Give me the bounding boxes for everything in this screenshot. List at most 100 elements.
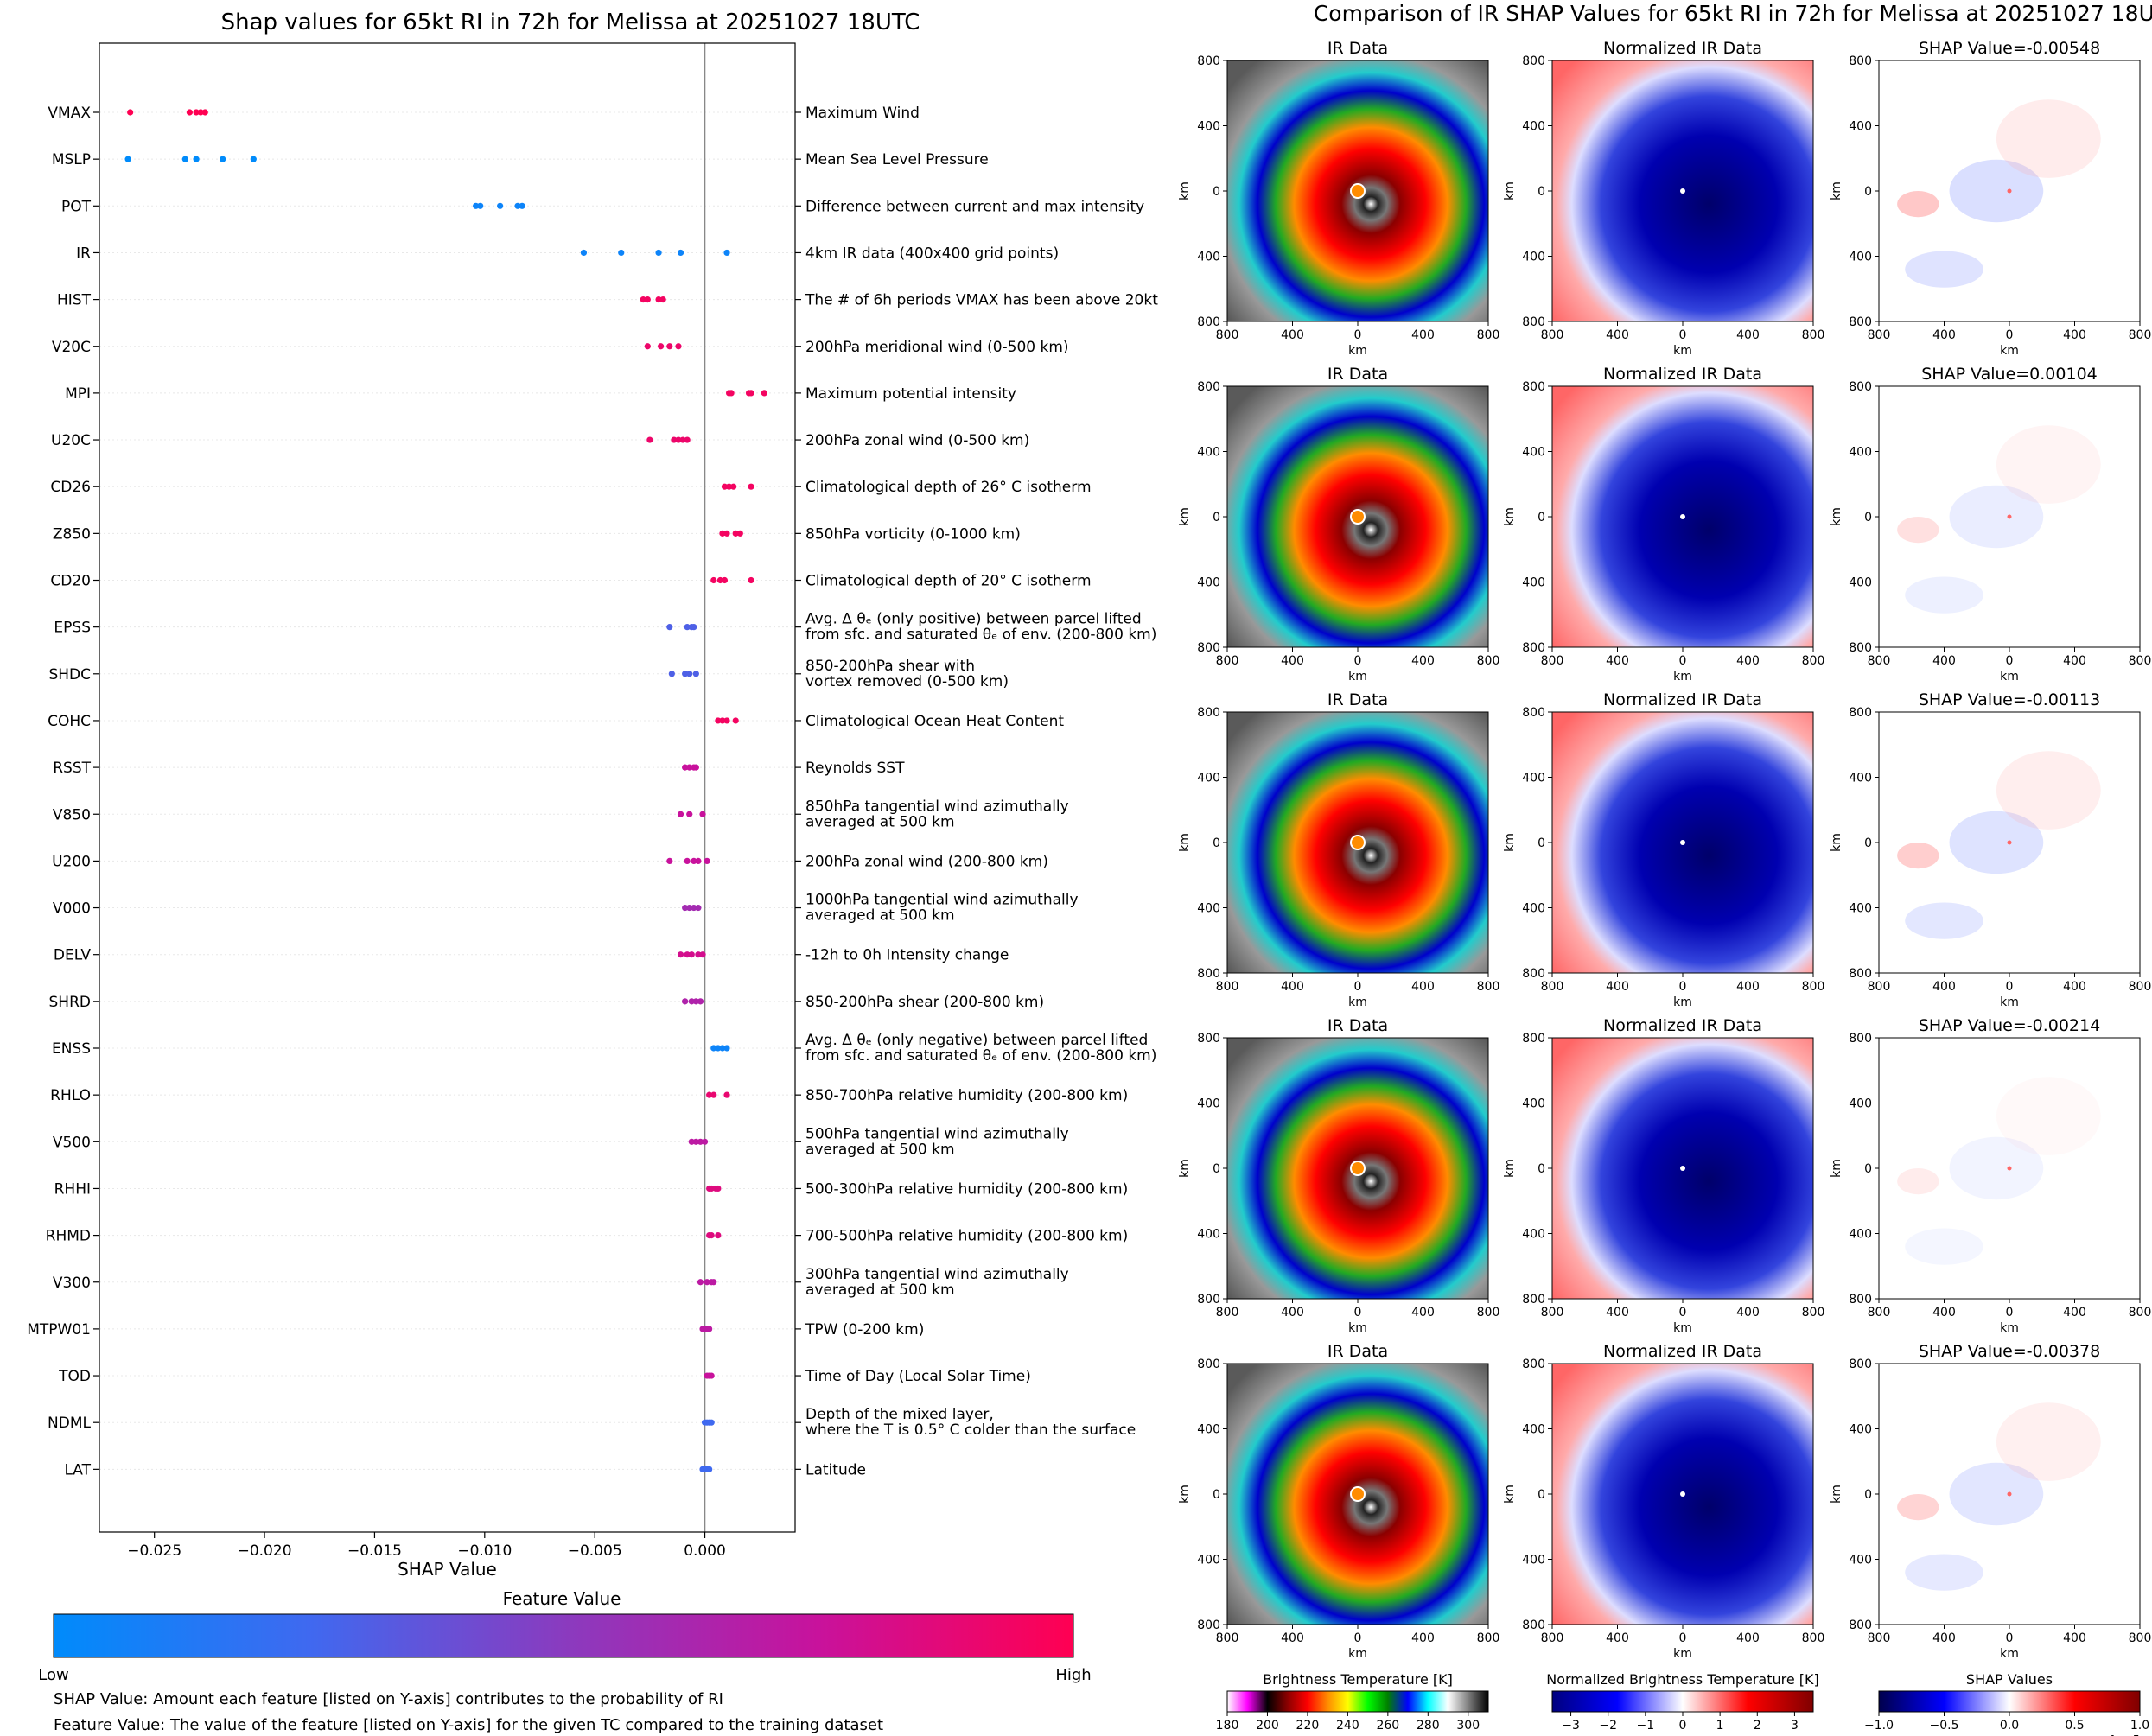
shap-point: [686, 811, 693, 817]
feature-description-label: 300hPa tangential wind azimuthally: [805, 1266, 1069, 1283]
y-tick-label: 400: [1849, 446, 1872, 460]
feature-code-label: RHHI: [54, 1180, 91, 1198]
shap-map-panel: SHAP Value=-0.00113800800400400004004008…: [1830, 690, 2151, 1009]
shap-point: [514, 202, 521, 209]
x-tick-label: 0: [2006, 328, 2014, 342]
shap-point: [695, 857, 702, 865]
feature-description-label: Avg. Δ θₑ (only positive) between parcel…: [805, 611, 1142, 628]
feature-description-label: 500hPa tangential wind azimuthally: [805, 1125, 1069, 1142]
shap-point: [677, 951, 684, 958]
x-tick-label: 400: [1281, 1631, 1304, 1645]
y-tick-label: 400: [1522, 1554, 1545, 1567]
shap-point: [677, 811, 684, 817]
y-tick-label: 400: [1197, 902, 1220, 916]
shap-blob-negative: [1949, 811, 2044, 874]
y-tick-label: 400: [1522, 1423, 1545, 1437]
shap-point: [220, 156, 226, 162]
x-axis-label: km: [1673, 344, 1692, 358]
shap-point: [723, 530, 730, 537]
y-tick-label: 0: [1538, 1488, 1545, 1502]
feature-code-label: Z850: [53, 525, 91, 543]
shap-point: [716, 576, 723, 584]
shap-point: [691, 857, 697, 865]
panel-title: IR Data: [1327, 39, 1388, 58]
x-axis-label: km: [2000, 995, 2019, 1009]
shap-beeswarm-panel: VMAX Maximum Wind MSLP Mean Sea Level Press…: [27, 42, 1158, 1734]
y-tick-label: 800: [1522, 380, 1545, 394]
shap-point: [640, 296, 646, 303]
shap-point: [682, 998, 689, 1005]
colorbar-tick-label: −3: [1562, 1719, 1580, 1733]
x-axis-label: km: [1673, 1321, 1692, 1335]
shap-blob-negative: [1949, 1136, 2044, 1200]
feature-code-label: V500: [53, 1134, 91, 1151]
shap-point: [719, 717, 726, 724]
x-tick-label: 800: [2129, 1306, 2152, 1319]
y-tick-label: 800: [1197, 1618, 1220, 1632]
feature-code-label: HIST: [57, 292, 92, 309]
shap-point: [686, 904, 693, 912]
feature-description-label: Reynolds SST: [805, 760, 905, 777]
explanation-note: Feature Value: The value of the feature …: [54, 1716, 883, 1734]
panel-title: Normalized IR Data: [1603, 39, 1762, 58]
x-axis-label: km: [2000, 1647, 2019, 1661]
x-tick-label: −0.025: [127, 1542, 181, 1560]
shap-point: [708, 1185, 715, 1192]
x-tick-label: 800: [1541, 1631, 1564, 1645]
shap-point: [715, 1045, 722, 1052]
shap-blob-positive: [1996, 1402, 2101, 1481]
colorbar-low-label: Low: [38, 1666, 68, 1684]
y-axis-label: km: [1503, 181, 1517, 200]
y-tick-label: 0: [1538, 836, 1545, 850]
y-tick-label: 800: [1197, 315, 1220, 329]
x-tick-label: 400: [2063, 328, 2086, 342]
feature-description-label: Maximum Wind: [805, 105, 920, 122]
x-tick-label: 800: [1216, 1306, 1239, 1319]
y-tick-label: 0: [1864, 836, 1872, 850]
image-colorbar: Brightness Temperature [K] 180 200 220 240 26…: [1216, 1671, 1489, 1733]
shap-point: [761, 390, 767, 397]
colorbar-tick-label: −1.0: [1864, 1719, 1894, 1733]
shap-point: [723, 1091, 730, 1098]
x-tick-label: 0: [1679, 328, 1687, 342]
feature-code-label: SHDC: [48, 666, 91, 684]
shap-point: [708, 1232, 715, 1239]
shap-point: [675, 343, 682, 350]
normalized-ir-panel: Normalized IR Data8008004004000040040080…: [1503, 1342, 1824, 1661]
x-tick-label: 400: [1932, 654, 1956, 668]
shap-blob-positive: [1897, 843, 1939, 869]
colorbar-tick-label: 240: [1336, 1719, 1359, 1733]
normalized-ir-panel: Normalized IR Data8008004004000040040080…: [1503, 690, 1824, 1009]
y-tick-label: 400: [1522, 1228, 1545, 1242]
shap-point: [181, 156, 188, 162]
shap-point: [725, 483, 733, 490]
shap-blob-positive: [1897, 191, 1939, 218]
storm-center: [1680, 1166, 1685, 1171]
shap-point: [748, 576, 754, 584]
colorbar-tick-label: 300: [1456, 1719, 1480, 1733]
feature-description-label: 850-200hPa shear (200-800 km): [805, 994, 1044, 1011]
y-tick-label: 800: [1522, 315, 1545, 329]
x-tick-label: 400: [1736, 1306, 1760, 1319]
shap-center: [2007, 514, 2012, 519]
feature-description-label: from sfc. and saturated θₑ of env. (200-…: [805, 626, 1156, 644]
colorbar-tick-label: 260: [1376, 1719, 1399, 1733]
normalized-ir-panel: Normalized IR Data8008004004000040040080…: [1503, 39, 1824, 358]
x-tick-label: 800: [1541, 1306, 1564, 1319]
y-axis-label: km: [1830, 833, 1843, 852]
x-tick-label: 800: [1802, 328, 1825, 342]
colorbar-tick-label: 2: [1754, 1719, 1761, 1733]
y-tick-label: 400: [1522, 120, 1545, 134]
right-chart-title: Comparison of IR SHAP Values for 65kt RI…: [1314, 1, 2152, 26]
y-axis-label: km: [1503, 1159, 1517, 1178]
feature-code-label: POT: [61, 198, 92, 215]
feature-code-label: U200: [52, 853, 91, 870]
shap-point: [666, 857, 673, 865]
y-axis-label: km: [1830, 1485, 1843, 1504]
y-tick-label: 0: [1864, 185, 1872, 199]
feature-description-label: Climatological depth of 26° C isotherm: [805, 479, 1092, 496]
feature-code-label: V300: [53, 1275, 91, 1292]
